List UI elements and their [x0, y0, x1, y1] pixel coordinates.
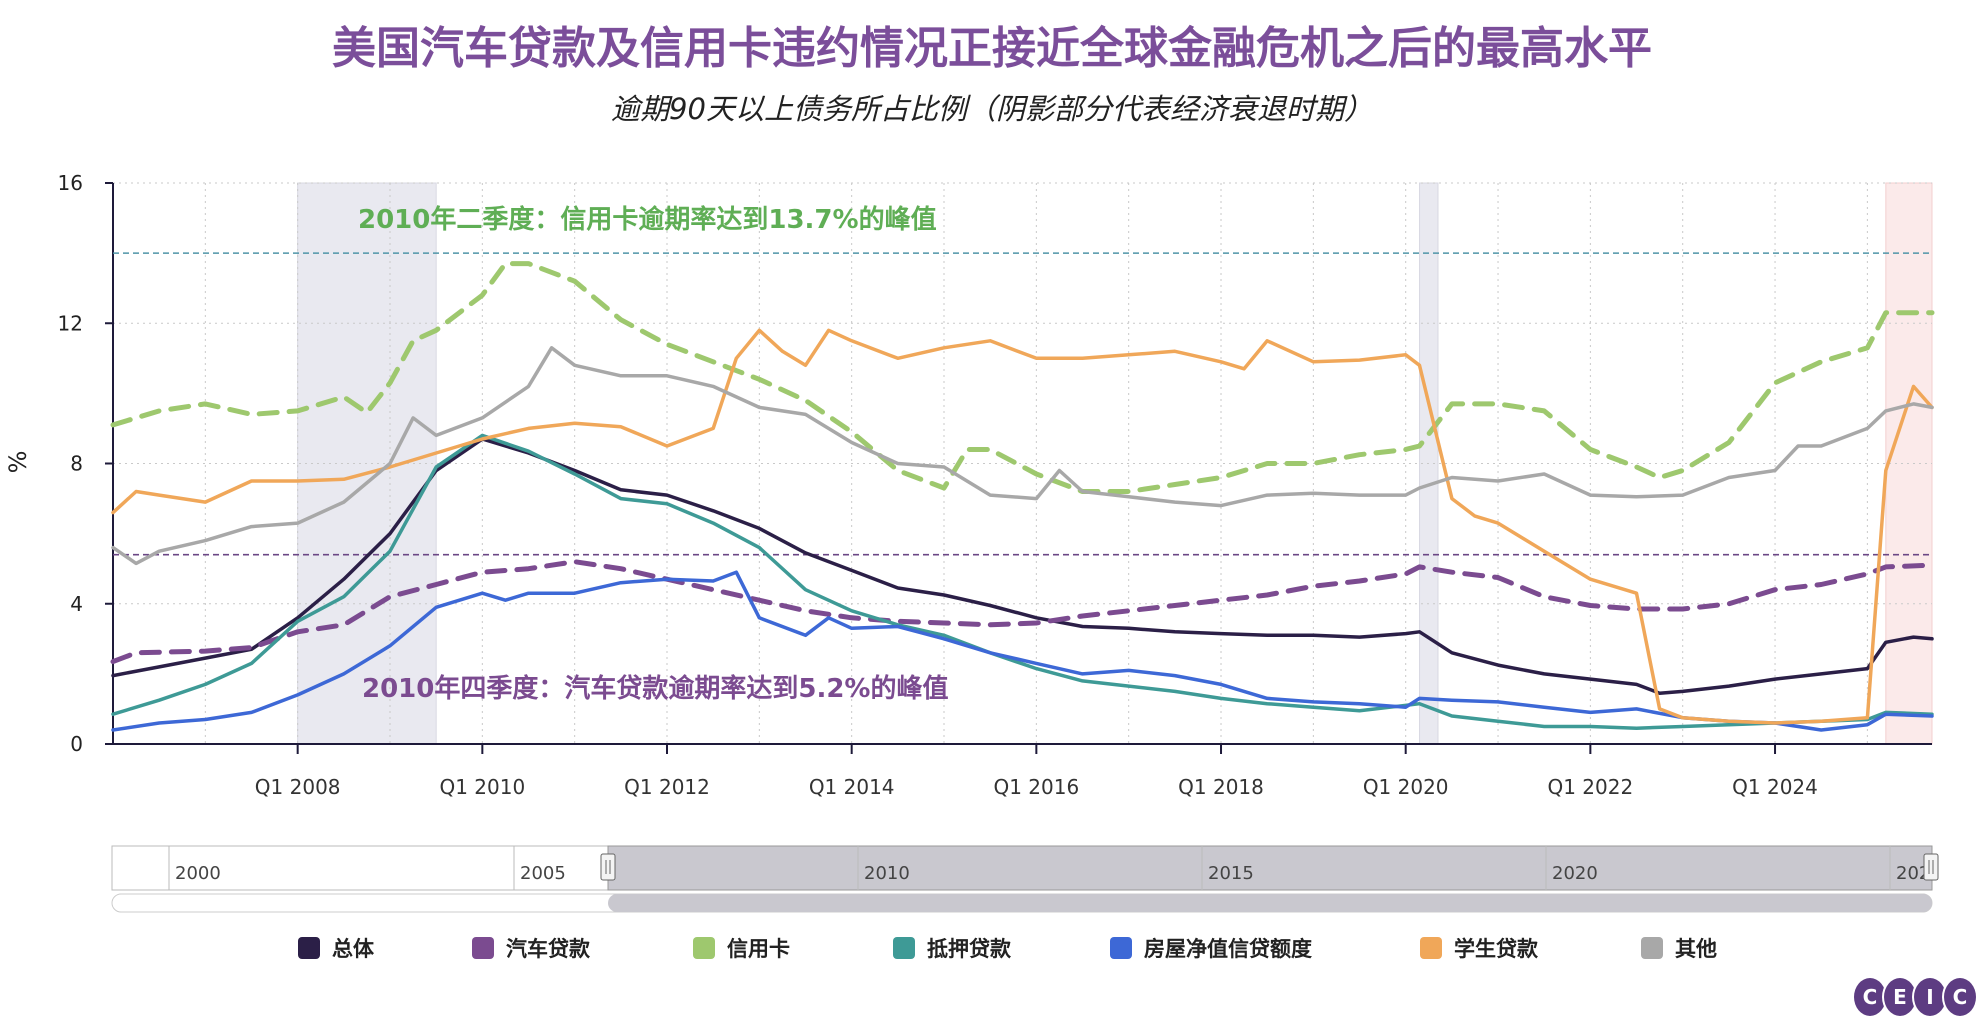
legend-item-mortgage[interactable]: 抵押贷款 [893, 937, 1012, 961]
navigator-label: 2000 [175, 863, 221, 884]
navigator-label: 2010 [864, 863, 910, 884]
legend-item-heloc[interactable]: 房屋净值信贷额度 [1110, 937, 1312, 961]
chart-subtitle: 逾期90天以上债务所占比例（阴影部分代表经济衰退时期） [611, 92, 1373, 126]
series-line-mortgage [111, 433, 1934, 730]
y-tick-label: 4 [70, 592, 83, 616]
y-tick-label: 16 [58, 171, 83, 195]
navigator-selection [607, 845, 1933, 891]
legend-swatch [298, 937, 320, 959]
x-tick-label: Q1 2016 [993, 775, 1079, 799]
annotation-credit-peak: 2010年二季度：信用卡逾期率达到13.7%的峰值 [358, 204, 937, 235]
legend-swatch [693, 937, 715, 959]
x-tick-label: Q1 2010 [439, 775, 525, 799]
series-line-student [111, 328, 1934, 725]
legend-label: 学生贷款 [1454, 937, 1539, 961]
legend-item-student[interactable]: 学生贷款 [1420, 937, 1539, 961]
legend-label: 其他 [1675, 937, 1717, 961]
legend-label: 房屋净值信贷额度 [1144, 937, 1312, 961]
series-line-credit [110, 261, 1935, 494]
legend-label: 汽车贷款 [506, 937, 591, 961]
legend-item-credit[interactable]: 信用卡 [693, 937, 790, 961]
x-tick-label: Q1 2012 [624, 775, 710, 799]
legend-label: 信用卡 [727, 937, 790, 961]
series-line-auto [110, 559, 1935, 665]
y-tick-label: 12 [58, 311, 83, 335]
series-line-other [111, 346, 1934, 566]
y-tick-label: 8 [70, 452, 83, 476]
x-tick-label: Q1 2008 [255, 775, 341, 799]
annotation-auto-peak: 2010年四季度：汽车贷款逾期率达到5.2%的峰值 [362, 673, 948, 704]
legend-label: 抵押贷款 [927, 937, 1012, 961]
x-tick-label: Q1 2020 [1363, 775, 1449, 799]
y-tick-label: 0 [70, 732, 83, 756]
series-line-total [111, 437, 1934, 695]
series-line-heloc [111, 570, 1934, 732]
logo-letter: C [1942, 976, 1978, 1018]
navigator-label: 2020 [1552, 863, 1598, 884]
navigator-left-handle[interactable] [600, 853, 616, 881]
legend-swatch [893, 937, 915, 959]
legend-swatch [1420, 937, 1442, 959]
navigator-right-handle[interactable] [1923, 853, 1939, 881]
y-axis-label: % [4, 451, 32, 474]
legend-item-other[interactable]: 其他 [1641, 937, 1717, 961]
legend-swatch [1110, 937, 1132, 959]
navigator-label: 2015 [1208, 863, 1254, 884]
chart-title: 美国汽车贷款及信用卡违约情况正接近全球金融危机之后的最高水平 [332, 23, 1652, 74]
navigator-label: 2005 [520, 863, 566, 884]
x-tick-label: Q1 2024 [1732, 775, 1818, 799]
navigator-label: 202 [1896, 863, 1930, 884]
legend-swatch [1641, 937, 1663, 959]
legend-swatch [472, 937, 494, 959]
x-tick-label: Q1 2022 [1547, 775, 1633, 799]
legend-item-auto[interactable]: 汽车贷款 [472, 937, 591, 961]
x-tick-label: Q1 2014 [809, 775, 895, 799]
x-tick-label: Q1 2018 [1178, 775, 1264, 799]
ceic-logo: C E I C [1852, 974, 1978, 1020]
range-navigator: 2000 2005 2010 2015 2020 202 [111, 845, 1939, 913]
legend-item-total[interactable]: 总体 [298, 937, 375, 961]
scrollbar-thumb[interactable] [608, 894, 1932, 912]
legend-label: 总体 [332, 937, 375, 961]
